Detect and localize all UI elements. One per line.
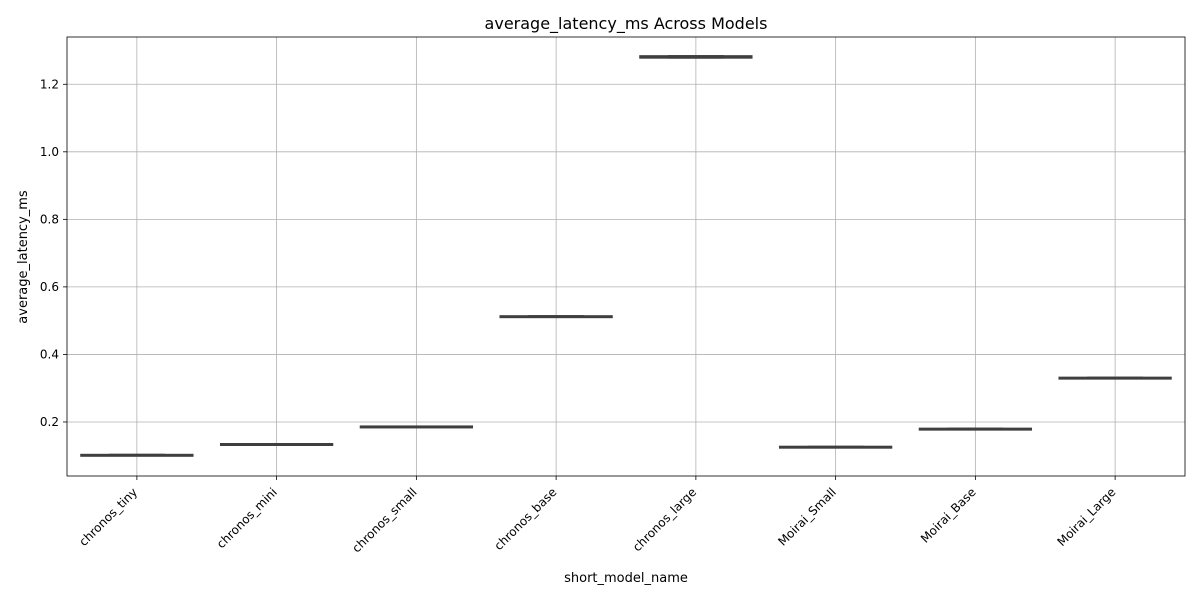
box-chronos_small	[359, 425, 474, 429]
box-layer	[80, 55, 1172, 457]
box-chronos_tiny	[80, 453, 194, 457]
y-tick-label: 0.4	[40, 347, 59, 361]
x-tick-layer: chronos_tiny chronos_mini chronos_small chr…	[76, 476, 1118, 555]
y-tick-label: 0.8	[40, 212, 59, 226]
x-tick-label: chronos_tiny	[76, 485, 140, 549]
plot-frame	[66, 36, 1186, 477]
y-tick-layer: 0.2 0.4 0.6 0.8 1.0 1.2	[40, 77, 67, 429]
x-tick-label: chronos_small	[349, 485, 419, 555]
x-tick-label: Moirai_Large	[1054, 485, 1118, 549]
y-tick-label: 0.2	[40, 415, 59, 429]
x-tick-label: chronos_mini	[214, 485, 280, 551]
x-axis-label: short_model_name	[564, 571, 688, 586]
box-chronos_large	[639, 55, 753, 59]
y-axis-label: average_latency_ms	[16, 190, 31, 324]
x-tick-label: chronos_large	[630, 485, 699, 554]
y-tick-label: 1.0	[40, 145, 59, 159]
x-tick-label: Moirai_Base	[918, 485, 979, 546]
y-tick-label: 1.2	[40, 77, 59, 91]
x-tick-label: chronos_base	[492, 485, 560, 553]
box-chronos_base	[499, 315, 613, 319]
box-Moirai_Base	[918, 427, 1033, 431]
box-Moirai_Small	[778, 445, 893, 449]
box-Moirai_Large	[1058, 376, 1172, 380]
x-tick-label: Moirai_Small	[775, 485, 839, 549]
chart-title: average_latency_ms Across Models	[485, 14, 768, 34]
box-chronos_mini	[219, 443, 334, 447]
grid-layer	[67, 37, 1185, 476]
y-tick-label: 0.6	[40, 280, 59, 294]
